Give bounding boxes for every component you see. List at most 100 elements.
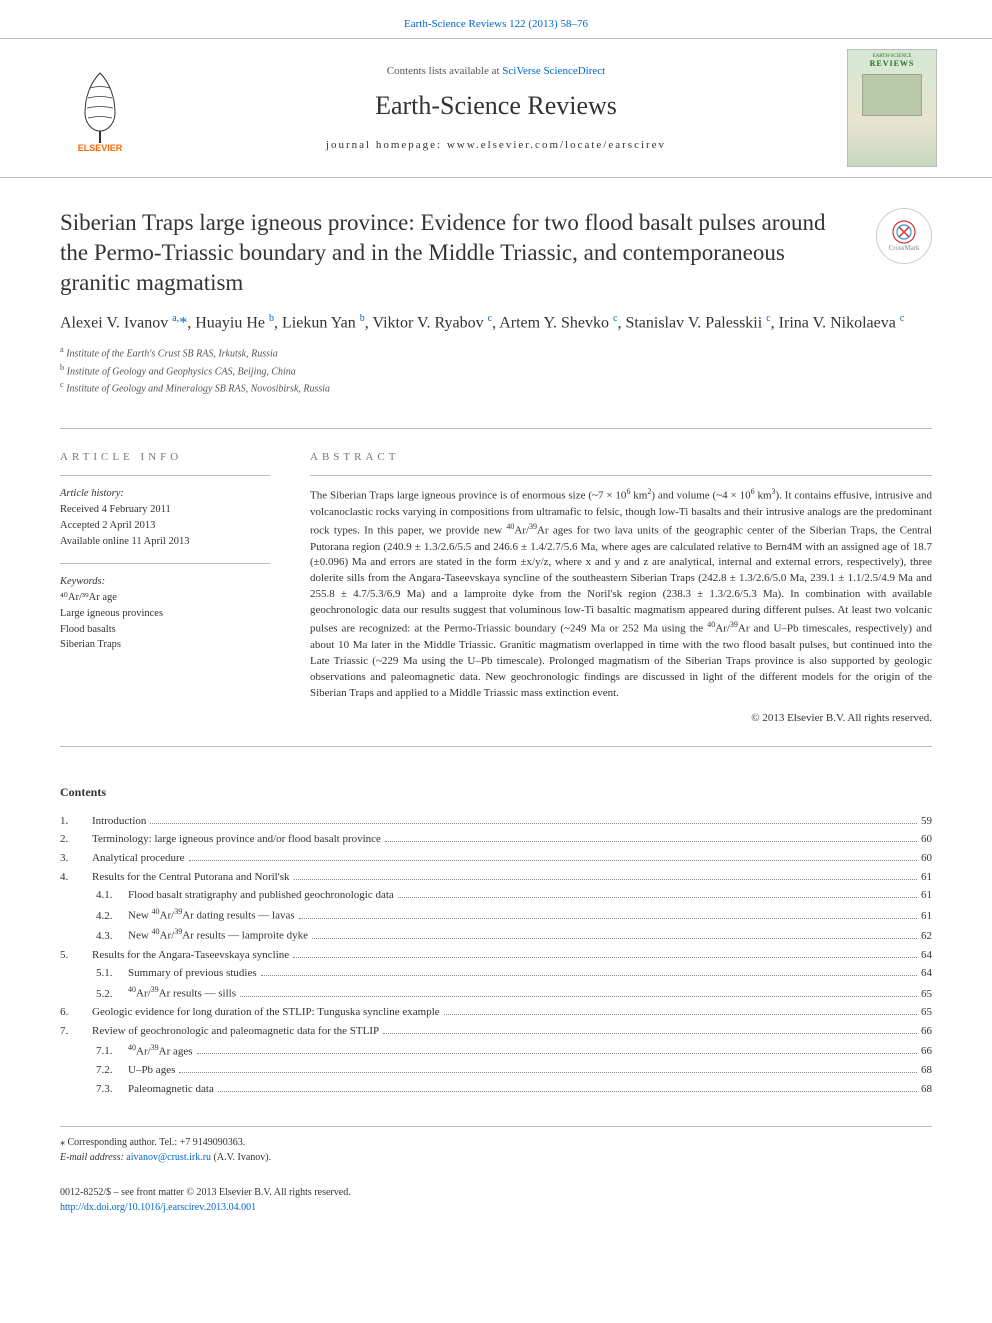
keywords-heading: Keywords: xyxy=(60,574,270,590)
history-line: Available online 11 April 2013 xyxy=(60,534,270,550)
author-email-link[interactable]: aivanov@crust.irk.ru xyxy=(126,1152,211,1163)
crossmark-badge[interactable]: CrossMark xyxy=(876,208,932,264)
toc-page: 66 xyxy=(921,1022,932,1041)
toc-sub-row: 7.2. U–Pb ages 68 xyxy=(60,1061,932,1080)
toc-sub-row: 5.1. Summary of previous studies 64 xyxy=(60,964,932,983)
toc-number: 4. xyxy=(60,868,92,887)
affiliation-line: c Institute of Geology and Mineralogy SB… xyxy=(60,379,932,396)
article-info-label: article info xyxy=(60,451,270,463)
table-of-contents: 1. Introduction 59 2. Terminology: large… xyxy=(60,812,932,1099)
toc-number: 7. xyxy=(60,1022,92,1041)
keyword-line: Large igneous provinces xyxy=(60,606,270,622)
journal-banner: ELSEVIER Contents lists available at Sci… xyxy=(0,38,992,178)
abstract-divider xyxy=(310,475,932,476)
info-abstract-row: article info Article history: Received 4… xyxy=(0,451,992,723)
affiliation-line: b Institute of Geology and Geophysics CA… xyxy=(60,362,932,379)
toc-number: 5.2. xyxy=(96,985,128,1004)
history-heading: Article history: xyxy=(60,486,270,502)
toc-title: U–Pb ages xyxy=(128,1061,175,1080)
email-label: E-mail address: xyxy=(60,1152,124,1163)
crossmark-icon xyxy=(892,220,916,244)
toc-title: Paleomagnetic data xyxy=(128,1080,214,1099)
journal-cover-thumbnail: EARTH-SCIENCE REVIEWS xyxy=(847,49,937,167)
history-line: Accepted 2 April 2013 xyxy=(60,518,270,534)
email-line: E-mail address: aivanov@crust.irk.ru (A.… xyxy=(60,1150,932,1165)
toc-leader-dots xyxy=(179,1072,917,1073)
toc-page: 61 xyxy=(921,868,932,887)
toc-leader-dots xyxy=(218,1091,917,1092)
toc-leader-dots xyxy=(312,938,917,939)
homepage-prefix: journal homepage: xyxy=(326,139,447,151)
crossmark-label: CrossMark xyxy=(888,244,919,252)
abstract-column: abstract The Siberian Traps large igneou… xyxy=(310,451,932,723)
toc-page: 68 xyxy=(921,1080,932,1099)
toc-title: Results for the Central Putorana and Nor… xyxy=(92,868,290,887)
divider-2 xyxy=(60,746,932,747)
toc-title: New 40Ar/39Ar results — lamproite dyke xyxy=(128,925,308,945)
toc-title: Terminology: large igneous province and/… xyxy=(92,830,381,849)
affiliations-list: a Institute of the Earth's Crust SB RAS,… xyxy=(60,344,932,396)
toc-title: Geologic evidence for long duration of t… xyxy=(92,1003,440,1022)
toc-leader-dots xyxy=(383,1033,917,1034)
banner-center: Contents lists available at SciVerse Sci… xyxy=(160,65,832,151)
toc-number: 5.1. xyxy=(96,964,128,983)
toc-row: 2. Terminology: large igneous province a… xyxy=(60,830,932,849)
toc-row: 7. Review of geochronologic and paleomag… xyxy=(60,1022,932,1041)
elsevier-tree-logo: ELSEVIER xyxy=(60,63,140,153)
toc-page: 68 xyxy=(921,1061,932,1080)
homepage-url: www.elsevier.com/locate/earscirev xyxy=(447,139,666,151)
toc-sub-row: 7.1. 40Ar/39Ar ages 66 xyxy=(60,1041,932,1061)
toc-leader-dots xyxy=(385,841,917,842)
toc-title: Summary of previous studies xyxy=(128,964,257,983)
toc-title: Analytical procedure xyxy=(92,849,185,868)
toc-leader-dots xyxy=(294,879,917,880)
toc-sub-row: 4.1. Flood basalt stratigraphy and publi… xyxy=(60,886,932,905)
toc-sub-row: 4.2. New 40Ar/39Ar dating results — lava… xyxy=(60,905,932,925)
toc-page: 66 xyxy=(921,1042,932,1061)
toc-number: 4.3. xyxy=(96,927,128,946)
toc-sub-row: 5.2. 40Ar/39Ar results — sills 65 xyxy=(60,983,932,1003)
toc-page: 62 xyxy=(921,927,932,946)
toc-number: 7.3. xyxy=(96,1080,128,1099)
publisher-logo-cell: ELSEVIER xyxy=(40,63,160,153)
sciencedirect-link[interactable]: SciVerse ScienceDirect xyxy=(502,65,605,77)
svg-text:ELSEVIER: ELSEVIER xyxy=(78,143,123,153)
journal-homepage-line: journal homepage: www.elsevier.com/locat… xyxy=(160,139,832,151)
article-info-column: article info Article history: Received 4… xyxy=(60,451,270,723)
keyword-line: Siberian Traps xyxy=(60,637,270,653)
toc-sub-row: 4.3. New 40Ar/39Ar results — lamproite d… xyxy=(60,925,932,945)
publication-footer: 0012-8252/$ – see front matter © 2013 El… xyxy=(0,1165,992,1245)
journal-name: Earth-Science Reviews xyxy=(160,91,832,121)
citation-link[interactable]: Earth-Science Reviews 122 (2013) 58–76 xyxy=(404,18,588,30)
article-title: Siberian Traps large igneous province: E… xyxy=(60,208,856,298)
toc-number: 7.2. xyxy=(96,1061,128,1080)
toc-number: 5. xyxy=(60,946,92,965)
toc-number: 2. xyxy=(60,830,92,849)
toc-leader-dots xyxy=(398,897,917,898)
toc-title: Flood basalt stratigraphy and published … xyxy=(128,886,394,905)
toc-title: New 40Ar/39Ar dating results — lavas xyxy=(128,905,295,925)
toc-page: 60 xyxy=(921,830,932,849)
email-suffix: (A.V. Ivanov). xyxy=(214,1152,272,1163)
cover-image-placeholder xyxy=(862,74,922,116)
toc-leader-dots xyxy=(189,860,917,861)
authors-list: Alexei V. Ivanov a,*, Huayiu He b, Lieku… xyxy=(60,312,932,335)
corresponding-author-line: ⁎ Corresponding author. Tel.: +7 9149090… xyxy=(60,1135,932,1150)
toc-leader-dots xyxy=(197,1053,917,1054)
toc-number: 4.2. xyxy=(96,907,128,926)
toc-row: 5. Results for the Angara-Taseevskaya sy… xyxy=(60,946,932,965)
keyword-line: Flood basalts xyxy=(60,622,270,638)
toc-page: 64 xyxy=(921,964,932,983)
divider xyxy=(60,428,932,429)
toc-title: 40Ar/39Ar results — sills xyxy=(128,983,236,1003)
issn-line: 0012-8252/$ – see front matter © 2013 El… xyxy=(60,1185,932,1200)
toc-row: 1. Introduction 59 xyxy=(60,812,932,831)
doi-link[interactable]: http://dx.doi.org/10.1016/j.earscirev.20… xyxy=(60,1202,256,1213)
toc-leader-dots xyxy=(444,1014,917,1015)
toc-leader-dots xyxy=(150,823,917,824)
info-divider xyxy=(60,475,270,476)
toc-sub-row: 7.3. Paleomagnetic data 68 xyxy=(60,1080,932,1099)
toc-row: 3. Analytical procedure 60 xyxy=(60,849,932,868)
contents-heading: Contents xyxy=(60,785,932,800)
contents-available-line: Contents lists available at SciVerse Sci… xyxy=(160,65,832,77)
